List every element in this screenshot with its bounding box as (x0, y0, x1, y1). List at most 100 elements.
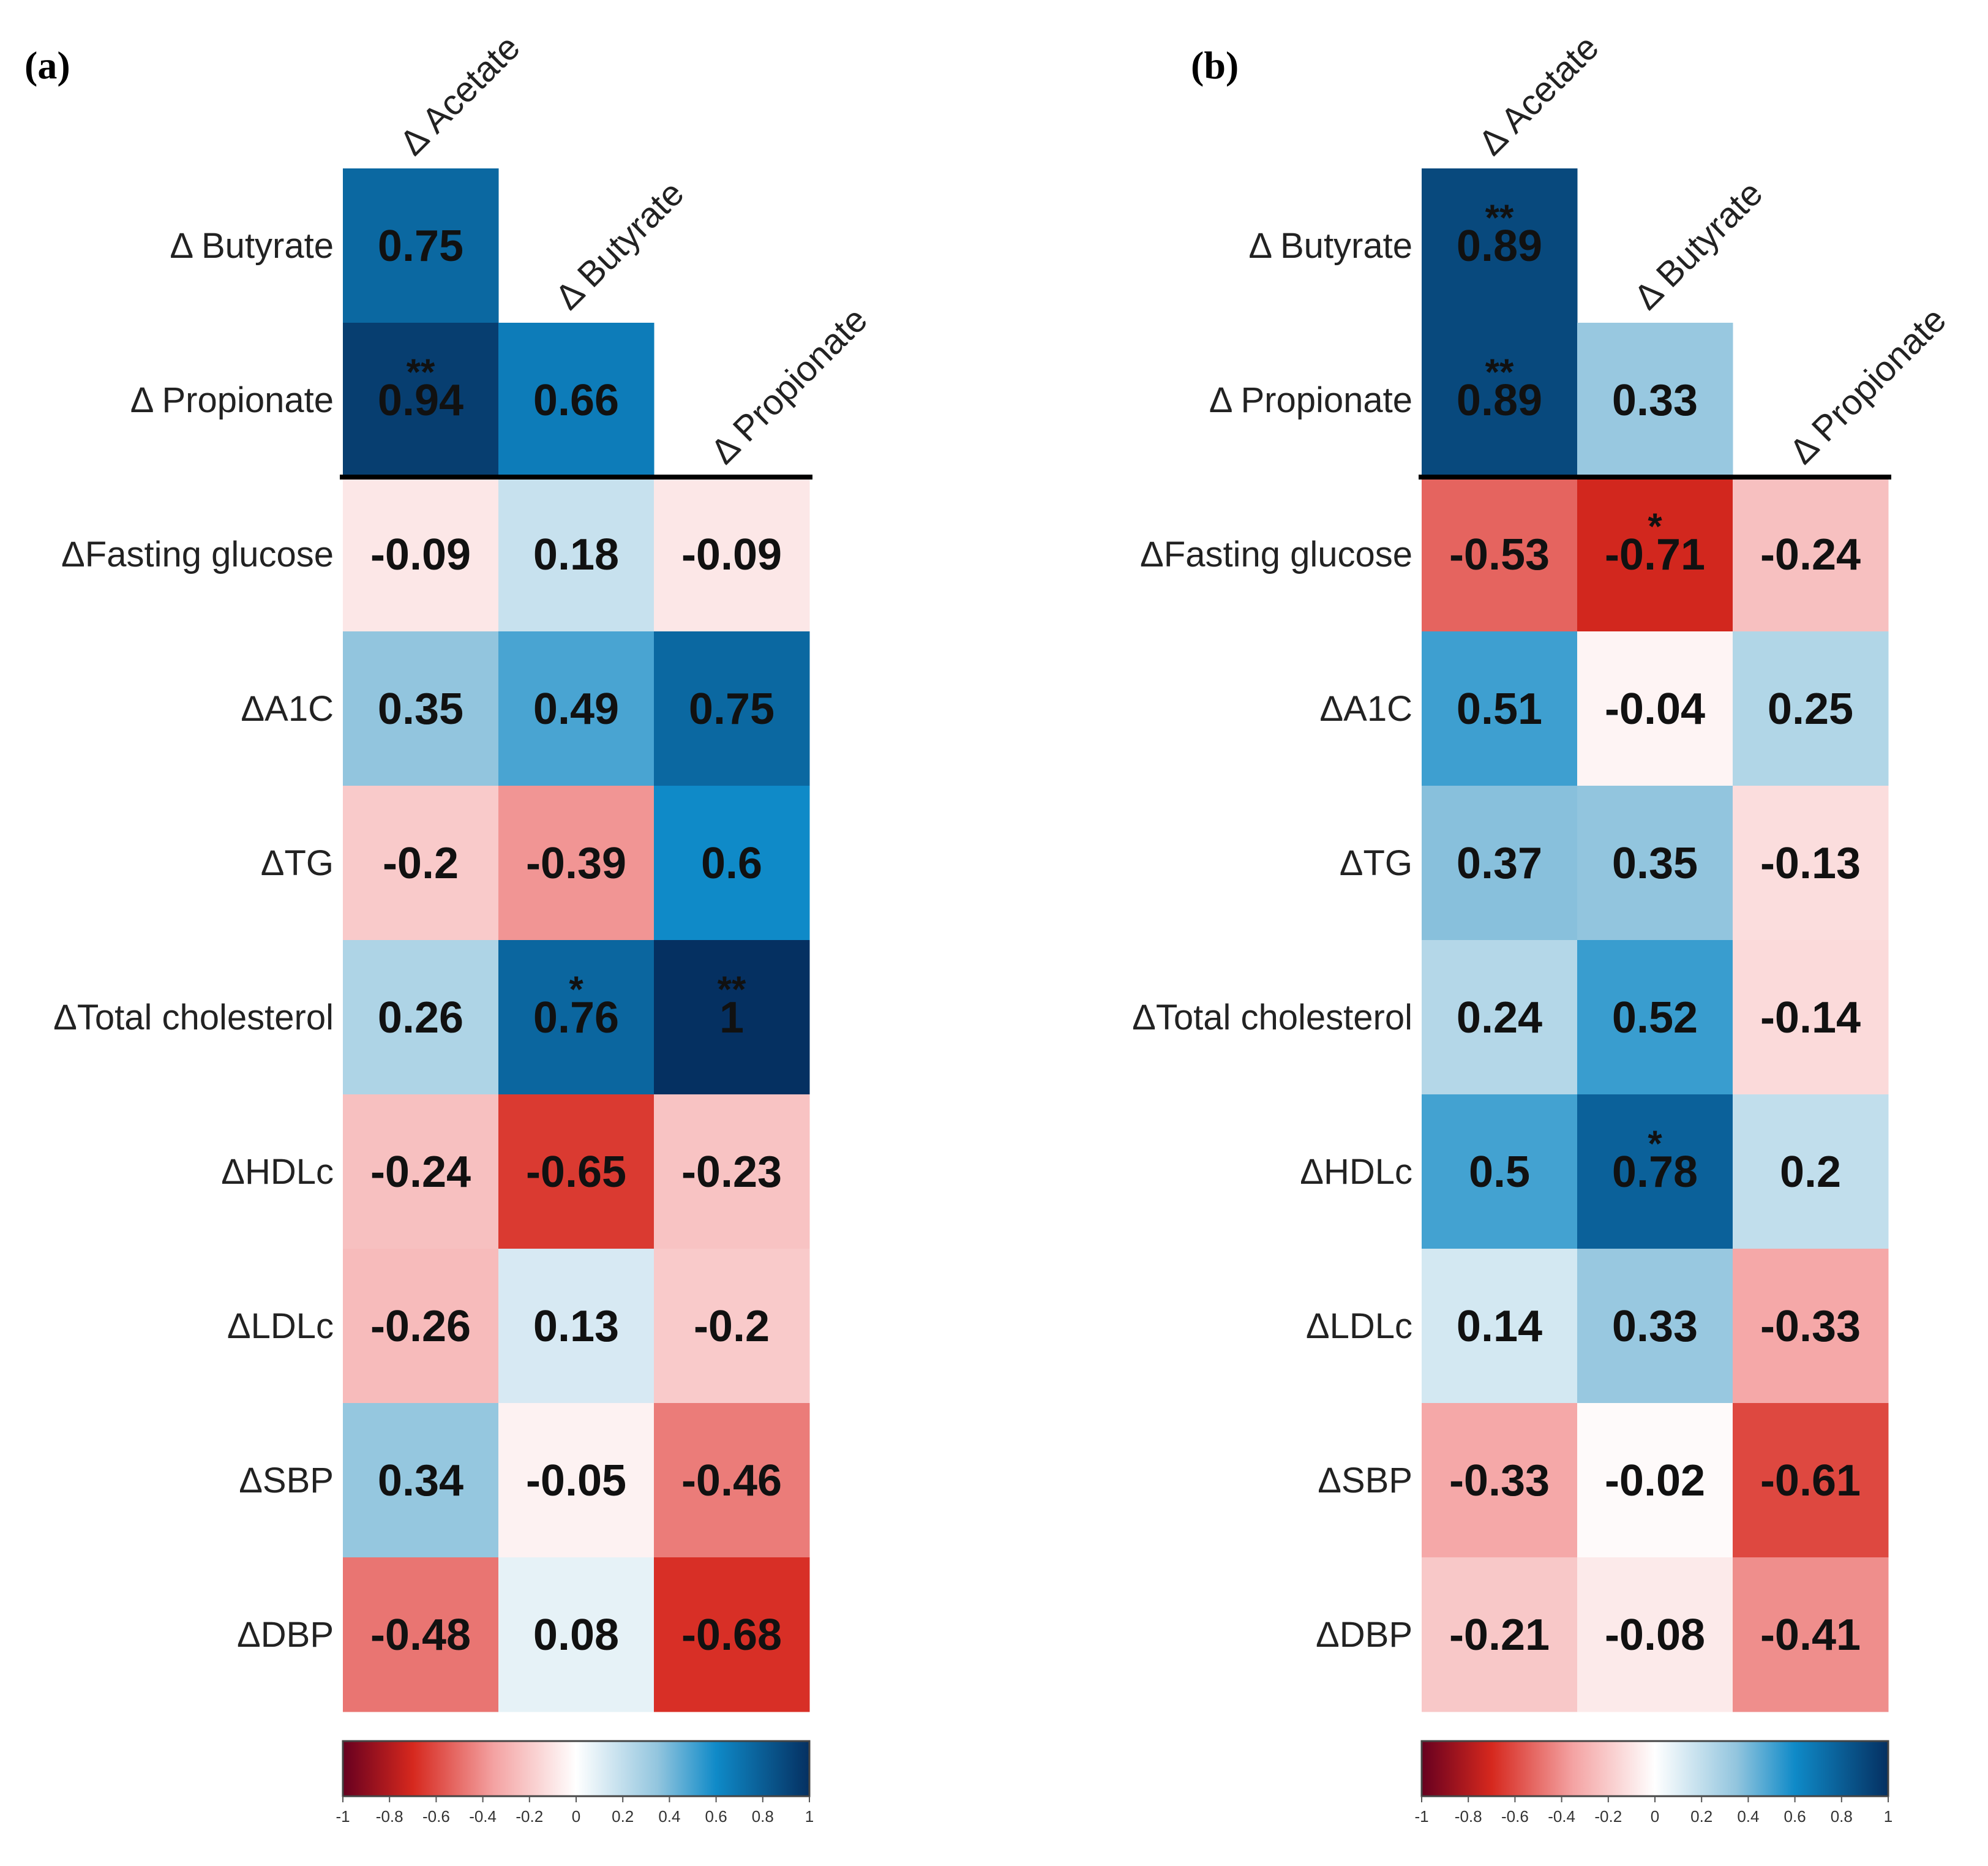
cell-value-label: 0.6 (701, 839, 762, 888)
row-label: ΔDBP (237, 1615, 334, 1655)
heatmap-cell (1733, 631, 1889, 786)
cell-value-label: -0.13 (1760, 839, 1861, 888)
heatmap-cell (1422, 1557, 1578, 1712)
row-label: Δ Butyrate (170, 226, 334, 266)
cell-value-label: 0.89 (1457, 376, 1542, 425)
heatmap-cell (654, 1557, 810, 1712)
cell-value-label: 0.75 (378, 222, 463, 271)
heatmap-cell (1577, 1249, 1733, 1404)
cell-value-label: 0.33 (1612, 376, 1698, 425)
column-label: Δ Acetate (392, 28, 528, 164)
cell-value-label: 0.13 (533, 1302, 619, 1351)
row-label: ΔSBP (239, 1461, 334, 1500)
cell-value-label: -0.09 (681, 530, 782, 579)
colorbar-tick-label: 0.4 (658, 1807, 680, 1826)
significance-marker: ** (718, 969, 746, 1010)
heatmap-cell (498, 1403, 655, 1558)
heatmap-cell (654, 1403, 810, 1558)
heatmap-cell (1733, 1249, 1889, 1404)
cell-value-label: 0.78 (1612, 1148, 1698, 1197)
heatmap-cell (1422, 323, 1578, 478)
heatmap-cell (1733, 477, 1889, 632)
heatmap-cell (498, 1557, 655, 1712)
heatmap-cell (654, 940, 810, 1095)
heatmap-cell (343, 1403, 499, 1558)
row-label: Δ Propionate (1209, 380, 1412, 420)
colorbar-tick-label: -1 (336, 1807, 350, 1826)
row-label: ΔHDLc (1300, 1152, 1412, 1192)
heatmap-cell (1733, 1403, 1889, 1558)
cell-value-label: -0.71 (1605, 530, 1705, 579)
cell-value-label: -0.09 (370, 530, 471, 579)
colorbar-tick-label: -1 (1414, 1807, 1428, 1826)
colorbar-tick-label: 0.6 (705, 1807, 727, 1826)
cell-value-label: 0.94 (378, 376, 463, 425)
cell-value-label: -0.41 (1760, 1611, 1861, 1660)
heatmap-cell (498, 323, 655, 478)
cell-value-label: 0.14 (1457, 1302, 1542, 1351)
cell-value-label: 0.51 (1457, 685, 1542, 734)
heatmap-cell (1422, 1249, 1578, 1404)
cell-value-label: -0.24 (370, 1148, 471, 1197)
cell-value-label: -0.14 (1760, 993, 1861, 1042)
colorbar (1420, 1740, 1889, 1797)
cell-value-label: -0.61 (1760, 1456, 1861, 1505)
significance-marker: * (1648, 506, 1662, 547)
row-label: ΔHDLc (221, 1152, 334, 1192)
heatmap-cell (1733, 786, 1889, 941)
heatmap-cell (343, 1557, 499, 1712)
cell-value-label: 0.49 (533, 685, 619, 734)
heatmap-cell (1577, 631, 1733, 786)
heatmap-cell (343, 1249, 499, 1404)
colorbar-tick-label: -0.4 (469, 1807, 497, 1826)
cell-value-label: -0.33 (1449, 1456, 1550, 1505)
cell-value-label: -0.23 (681, 1148, 782, 1197)
significance-marker: * (569, 969, 583, 1010)
heatmap-cell (654, 1249, 810, 1404)
cell-value-label: 0.35 (1612, 839, 1698, 888)
cell-value-label: 0.34 (378, 1456, 463, 1505)
cell-value-label: 0.26 (378, 993, 463, 1042)
colorbar (342, 1740, 811, 1797)
cell-value-label: 0.66 (533, 376, 619, 425)
heatmap-cell (343, 168, 499, 323)
cell-value-label: -0.24 (1760, 530, 1861, 579)
panel-a: (a)0.750.94**0.66-0.09 0.18 -0.090.35 0.49 0… (24, 28, 875, 1826)
cell-value-label: -0.65 (526, 1148, 626, 1197)
heatmap-cell (1577, 477, 1733, 632)
cell-value-label: 0.89 (1457, 222, 1542, 271)
cell-value-label: 0.33 (1612, 1302, 1698, 1351)
cell-value-label: 1 (719, 993, 744, 1042)
cell-value-label: 0.08 (533, 1611, 619, 1660)
heatmap-cell (654, 786, 810, 941)
cell-value-label: -0.05 (526, 1456, 626, 1505)
row-label: ΔTotal cholesterol (1132, 998, 1412, 1037)
cell-value-label: 0.18 (533, 530, 619, 579)
colorbar-tick-label: -0.8 (376, 1807, 403, 1826)
row-label: ΔTotal cholesterol (53, 998, 334, 1037)
heatmap-cell (1422, 631, 1578, 786)
cell-value-label: 0.35 (378, 685, 463, 734)
colorbar-tick-label: 1 (805, 1807, 814, 1826)
significance-marker: * (1648, 1123, 1662, 1164)
heatmap-cell (498, 1249, 655, 1404)
cell-value-label: -0.02 (1605, 1456, 1705, 1505)
cell-value-label: 0.25 (1768, 685, 1853, 734)
heatmap-cell (1422, 786, 1578, 941)
cell-value-label: -0.48 (370, 1611, 471, 1660)
row-label: ΔLDLc (1306, 1306, 1412, 1346)
colorbar-tick-label: -0.2 (516, 1807, 543, 1826)
cell-value-label: 0.75 (689, 685, 775, 734)
heatmap-cell (343, 323, 499, 478)
cell-value-label: 0.24 (1457, 993, 1542, 1042)
heatmap-cell (1733, 1557, 1889, 1712)
heatmap-cell (654, 1094, 810, 1249)
heatmap-cell (498, 940, 655, 1095)
heatmap-cell (1422, 477, 1578, 632)
heatmap-cell (343, 940, 499, 1095)
heatmap-cell (654, 631, 810, 786)
cell-value-label: 0.2 (1780, 1148, 1841, 1197)
colorbar-tick-label: 0.4 (1737, 1807, 1759, 1826)
heatmap-cell (1733, 940, 1889, 1095)
